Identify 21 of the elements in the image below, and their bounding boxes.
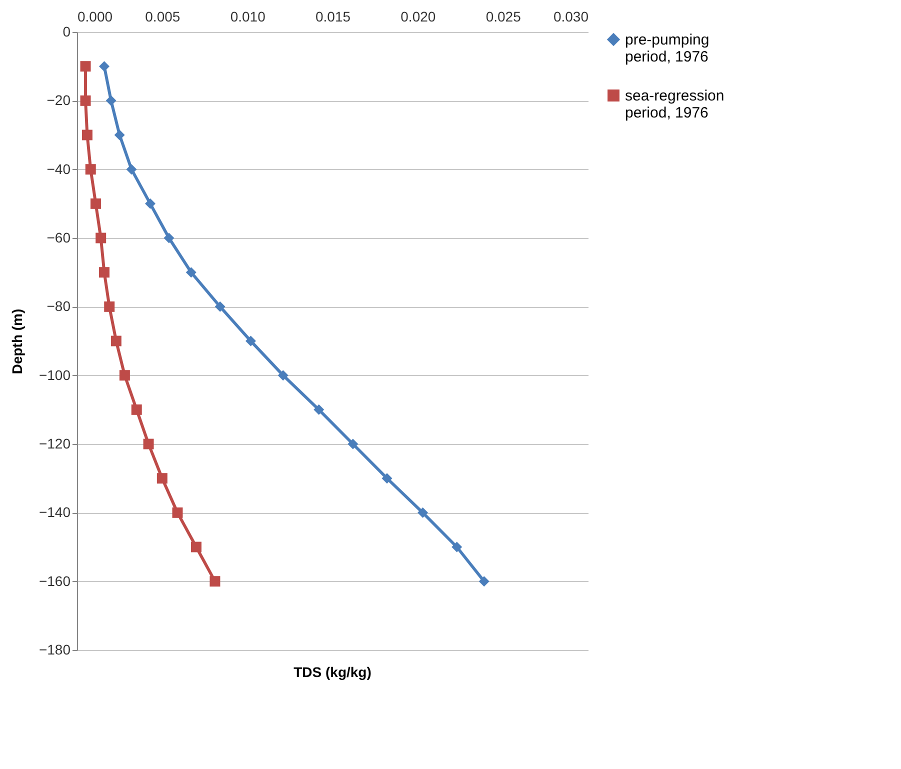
- legend-label: sea-regression period, 1976: [625, 88, 724, 122]
- x-tick-label: 0.005: [145, 8, 180, 24]
- x-tick-label: 0.015: [315, 8, 351, 24]
- x-tick-label: 0.000: [78, 8, 113, 24]
- y-tick-label: −160: [38, 572, 71, 589]
- y-tick-label: −100: [38, 366, 71, 383]
- legend-label: pre-pumping period, 1976: [625, 32, 710, 66]
- y-tick-label: −140: [38, 504, 71, 520]
- y-tick-label: 0: [62, 24, 71, 40]
- y-tick-label: −80: [46, 298, 71, 314]
- y-tick-label: −180: [38, 642, 71, 658]
- y-tick-label: −60: [46, 230, 71, 246]
- x-tick-label: 0.010: [230, 8, 266, 24]
- x-tick-label: 0.030: [553, 8, 589, 24]
- x-tick-label: 0.020: [400, 8, 436, 24]
- x-tick-label: 0.025: [486, 8, 522, 24]
- x-axis-title: TDS (kg/kg): [294, 664, 372, 680]
- y-tick-label: −20: [46, 92, 71, 108]
- y-axis-title: Depth (m): [8, 308, 25, 374]
- y-tick-label: −40: [46, 160, 71, 177]
- y-tick-label: −120: [38, 436, 71, 452]
